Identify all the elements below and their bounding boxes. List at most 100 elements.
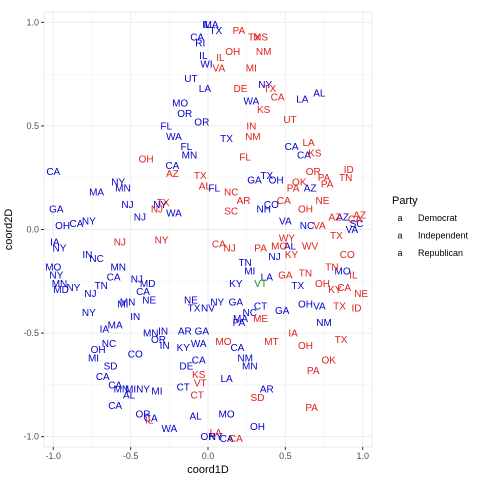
y-tick-label: 0.5 — [26, 121, 39, 131]
point-label: AR — [178, 327, 192, 338]
point-label: MI — [244, 266, 255, 277]
point-label: OH — [315, 279, 330, 290]
point-label: NY — [258, 80, 272, 91]
point-label: CA — [230, 343, 244, 354]
point-label: OR — [151, 335, 166, 346]
point-label: WY — [279, 233, 295, 244]
point-label: GA — [278, 271, 293, 282]
point-label: RI — [195, 39, 205, 50]
point-label: MI — [246, 63, 257, 74]
point-label: PA — [318, 173, 331, 184]
point-label: NY — [82, 308, 96, 319]
grid-lines — [44, 12, 372, 447]
point-label: NY — [49, 271, 63, 282]
point-label: CT — [177, 382, 190, 393]
point-label: MN — [52, 279, 68, 290]
point-label: LA — [296, 95, 309, 106]
point-label: OH — [91, 345, 106, 356]
point-label: OR — [201, 432, 216, 443]
point-label: MN — [143, 329, 159, 340]
point-label: NM — [316, 318, 332, 329]
point-label: AL — [284, 242, 297, 253]
point-label: NY — [111, 177, 125, 188]
point-label: IN — [246, 121, 256, 132]
point-label: MO — [271, 242, 287, 253]
point-label: CA — [271, 92, 285, 103]
point-label: VA — [279, 217, 292, 228]
point-label: FL — [239, 153, 251, 164]
point-label: UT — [184, 74, 197, 85]
point-label: OR — [177, 109, 192, 120]
x-tick-label: 0.0 — [202, 451, 215, 461]
point-label: AZ — [304, 184, 317, 195]
point-label: DE — [234, 84, 248, 95]
point-label: MO — [335, 266, 351, 277]
point-label: MD — [140, 279, 156, 290]
point-label: GA — [195, 327, 210, 338]
point-label: GA — [275, 306, 290, 317]
point-label: WV — [302, 242, 318, 253]
point-label: ME — [253, 314, 268, 325]
point-label: PA — [305, 403, 318, 414]
point-label: IN — [158, 327, 168, 338]
point-label: NE — [142, 295, 156, 306]
point-label: CA — [165, 161, 179, 172]
point-label: CA — [229, 434, 243, 445]
point-label: FL — [208, 184, 220, 195]
point-label: AZ — [166, 169, 179, 180]
point-label: KY — [229, 279, 243, 290]
point-label: NY — [155, 235, 169, 246]
point-label: MO — [172, 99, 188, 110]
point-label: KS — [308, 148, 322, 159]
legend-entries: a Democrat a Independent a Republican — [397, 213, 468, 258]
point-label: MN — [242, 362, 258, 373]
point-label: NC — [300, 221, 314, 232]
point-label: MA — [108, 320, 123, 331]
point-label: NY — [210, 298, 224, 309]
point-label: MT — [264, 337, 278, 348]
point-label: CT — [254, 302, 267, 313]
point-label: CO — [340, 250, 355, 261]
point-label: CA — [277, 196, 291, 207]
legend-key: a — [397, 213, 402, 223]
y-tick-label: -1.0 — [23, 432, 39, 442]
point-label: WA — [166, 208, 182, 219]
x-tick-label: 1.0 — [356, 451, 369, 461]
point-label: TX — [330, 231, 343, 242]
point-label: NY — [209, 432, 223, 443]
point-label: NC — [243, 308, 257, 319]
point-label: WA — [243, 97, 259, 108]
legend-label: Democrat — [418, 213, 458, 223]
point-label: CA — [190, 32, 204, 43]
x-tick-label: 0.5 — [279, 451, 292, 461]
point-label: NM — [237, 353, 253, 364]
point-label: CA — [348, 215, 362, 226]
point-label: CO — [128, 349, 143, 360]
point-label: TX — [333, 302, 346, 313]
point-label: TX — [194, 171, 207, 182]
point-label: OH — [55, 221, 70, 232]
point-label: TX — [220, 134, 233, 145]
point-label: NJ — [114, 237, 126, 248]
point-label: KS — [257, 105, 271, 116]
point-label: NJ — [268, 252, 280, 263]
point-label: AZ — [328, 213, 341, 224]
point-label: CA — [144, 414, 158, 425]
point-label: AL — [190, 411, 203, 422]
point-label: KY — [328, 285, 342, 296]
point-label: OR — [306, 167, 321, 178]
point-label: AL — [199, 182, 212, 193]
point-label: TN — [238, 258, 251, 269]
point-label: PA — [233, 26, 246, 37]
point-label: IL — [202, 20, 211, 31]
y-tick-label: 1.0 — [26, 17, 39, 27]
point-label: IN — [130, 312, 140, 323]
point-label: NY — [66, 283, 80, 294]
point-label: NJ — [131, 275, 143, 286]
point-label: MN — [182, 150, 198, 161]
point-label: PA — [254, 244, 267, 255]
point-label: TN — [325, 262, 338, 273]
point-label: IL — [199, 51, 208, 62]
point-label: WA — [161, 424, 177, 435]
point-label: MO — [215, 337, 231, 348]
